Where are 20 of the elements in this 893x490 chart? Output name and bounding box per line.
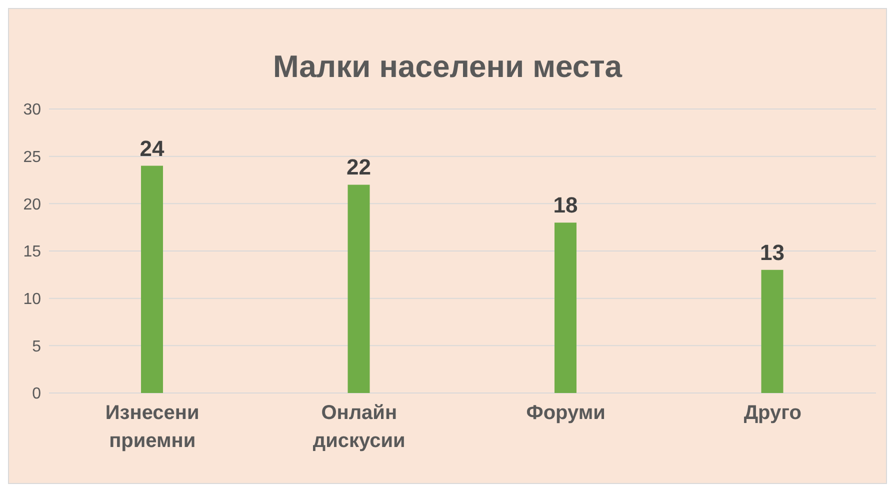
y-tick-label: 20: [23, 196, 42, 214]
data-label: 13: [760, 240, 784, 265]
bar: [141, 166, 163, 393]
data-label: 18: [553, 192, 578, 218]
bar: [348, 184, 370, 393]
x-tick-label: Форуми: [526, 402, 606, 424]
data-label: 24: [140, 136, 165, 161]
y-tick-label: 10: [23, 291, 42, 308]
y-tick-label: 0: [32, 386, 42, 403]
y-tick-label: 15: [23, 244, 42, 261]
y-tick-label: 25: [23, 149, 42, 166]
x-tick-label: Онлайн дискусии: [312, 402, 406, 452]
y-tick-label: 30: [23, 102, 42, 119]
data-label: 22: [346, 154, 371, 180]
y-tick-label: 5: [32, 338, 42, 356]
bar: [554, 222, 576, 393]
x-tick-label: Друго: [744, 402, 802, 424]
bar: [761, 270, 784, 393]
x-tick-label: Изнесени приемни: [105, 402, 200, 452]
chart-title: Малки населени места: [272, 49, 624, 85]
